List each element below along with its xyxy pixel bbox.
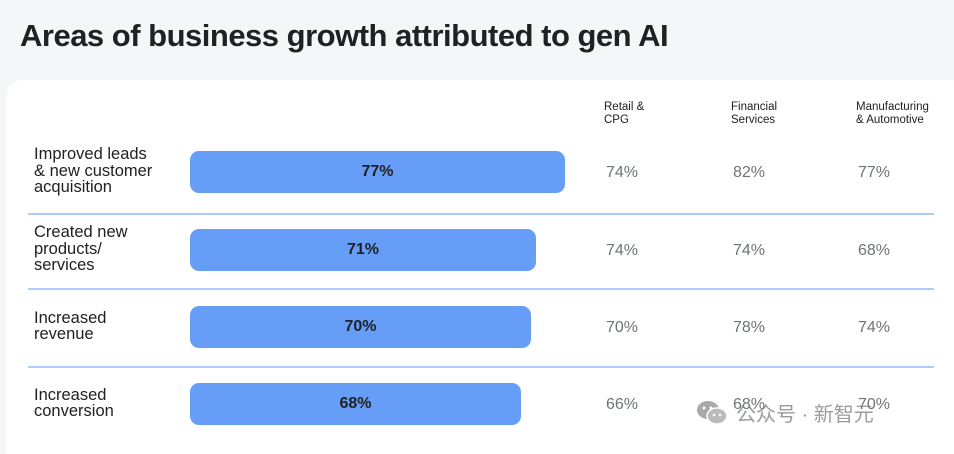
column-header: Manufacturing & Automotive <box>856 101 929 126</box>
wechat-icon <box>697 400 728 425</box>
watermark: 公众号 · 新智元 <box>696 398 874 427</box>
segment-value: 66% <box>606 396 639 413</box>
segment-value: 74% <box>858 319 891 336</box>
segment-value: 74% <box>606 242 639 259</box>
row-divider <box>28 366 934 368</box>
chart-title: Areas of business growth attributed to g… <box>20 18 669 53</box>
bar: 71% <box>190 229 536 271</box>
row-label: Increased revenue <box>34 308 107 343</box>
segment-value: 68% <box>858 242 891 259</box>
segment-value: 74% <box>733 242 766 259</box>
segment-value: 82% <box>733 164 766 181</box>
segment-value: 70% <box>606 319 639 336</box>
row-label: Created new products/ services <box>34 223 128 275</box>
bar-value-label: 71% <box>346 241 380 258</box>
bar: 68% <box>190 383 521 425</box>
bar: 70% <box>190 306 531 348</box>
segment-value: 70% <box>858 396 891 413</box>
segment-value: 78% <box>733 319 766 336</box>
row-divider <box>28 213 934 215</box>
column-header: Financial Services <box>731 101 778 126</box>
bar: 77% <box>190 151 565 193</box>
bar-value-label: 77% <box>361 163 394 180</box>
row-label: Improved leads & new customer acquisitio… <box>34 145 153 197</box>
watermark-text: 公众号 · 新智元 <box>736 404 874 426</box>
segment-value: 68% <box>733 396 766 413</box>
row-divider <box>28 288 934 290</box>
bar-value-label: 68% <box>339 395 372 412</box>
segment-value: 74% <box>606 164 639 181</box>
column-header: Retail & CPG <box>604 101 645 126</box>
row-label: Increased conversion <box>34 385 114 420</box>
segment-value: 77% <box>858 164 891 181</box>
bar-value-label: 70% <box>344 318 377 335</box>
